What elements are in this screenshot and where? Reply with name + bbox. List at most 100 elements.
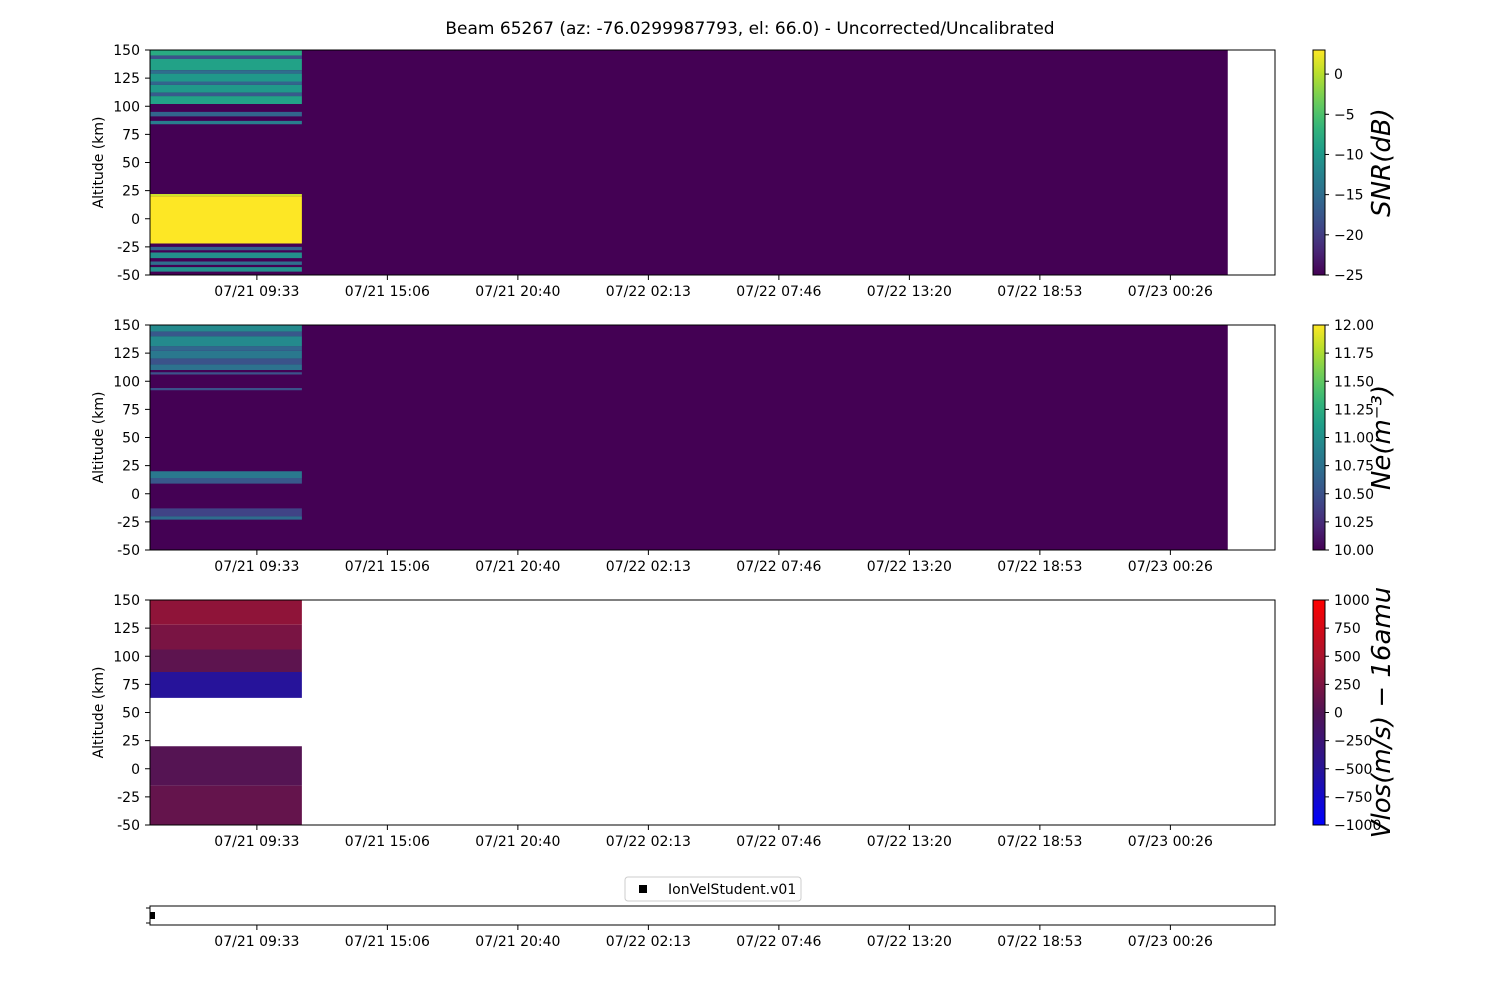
- colorbar-tick-label: −500: [1334, 762, 1372, 778]
- data-band: [150, 194, 302, 197]
- x-tick-label: 07/21 15:06: [345, 934, 430, 950]
- y-tick-label: 75: [122, 677, 140, 693]
- legend-axis-frame: [149, 905, 1276, 926]
- colorbar-tick-label: 10.00: [1334, 543, 1374, 559]
- y-axis-label: Altitude (km): [91, 117, 107, 209]
- data-band: [150, 92, 302, 97]
- x-tick-label: 07/23 00:26: [1128, 559, 1213, 575]
- data-band: [150, 516, 302, 520]
- x-tick-label: 07/22 02:13: [606, 834, 691, 850]
- y-tick-label: 150: [113, 43, 140, 59]
- data-band: [150, 267, 302, 272]
- colorbar: [1312, 324, 1326, 551]
- x-tick-label: 07/21 15:06: [345, 284, 430, 300]
- y-tick-label: 50: [122, 706, 140, 722]
- figure-title: Beam 65267 (az: -76.0299987793, el: 66.0…: [445, 19, 1054, 39]
- y-tick-label: 0: [131, 212, 140, 228]
- x-tick-label: 07/22 13:20: [867, 934, 952, 950]
- colorbar-tick-label: −250: [1334, 734, 1372, 750]
- legend-panel: 07/21 09:33 07/21 15:06 07/21 20:40 07/22 0…: [146, 876, 1276, 950]
- x-tick-label: 07/22 13:20: [867, 284, 952, 300]
- colorbar-tick-label: 12.00: [1334, 318, 1374, 334]
- data-band: [150, 478, 302, 484]
- y-tick-label: 100: [113, 99, 140, 115]
- data-band: [150, 336, 302, 347]
- colorbar-tick-label: 11.25: [1334, 402, 1374, 418]
- x-tick-label: 07/23 00:26: [1128, 284, 1213, 300]
- y-tick-label: 50: [122, 431, 140, 447]
- colorbar: [1312, 49, 1326, 276]
- colorbar-tick-label: 500: [1334, 649, 1361, 665]
- colorbar-tick-label: 0: [1334, 706, 1343, 722]
- colorbar-tick-label: 1000: [1334, 593, 1370, 609]
- data-band: [150, 246, 302, 251]
- y-tick-label: 100: [113, 649, 140, 665]
- data-band: [150, 73, 302, 82]
- y-tick-label: 50: [122, 156, 140, 172]
- y-tick-label: 25: [122, 734, 140, 750]
- x-tick-label: 07/21 09:33: [214, 559, 299, 575]
- data-band: [150, 471, 302, 478]
- colorbar-tick-label: 0: [1334, 67, 1343, 83]
- data-band: [150, 111, 302, 117]
- x-tick-label: 07/21 15:06: [345, 559, 430, 575]
- x-tick-label: 07/22 07:46: [736, 284, 821, 300]
- y-tick-label: -25: [117, 790, 140, 806]
- y-tick-label: -50: [117, 818, 140, 834]
- data-band: [150, 624, 302, 650]
- data-band: [150, 649, 302, 672]
- y-tick-label: 25: [122, 459, 140, 475]
- y-tick-label: -25: [117, 515, 140, 531]
- colorbar-label: Ne(m⁻³): [1367, 385, 1397, 490]
- y-tick-label: -25: [117, 240, 140, 256]
- colorbar-tick-label: −25: [1334, 268, 1364, 284]
- x-tick-label: 07/22 07:46: [736, 559, 821, 575]
- x-tick-label: 07/22 07:46: [736, 934, 821, 950]
- y-axis-label: Altitude (km): [91, 392, 107, 484]
- data-band: [150, 120, 302, 125]
- data-band: [150, 785, 302, 825]
- x-tick-label: 07/22 02:13: [606, 559, 691, 575]
- x-tick-label: 07/22 18:53: [997, 284, 1082, 300]
- legend-entry-label: IonVelStudent.v01: [668, 882, 796, 898]
- x-tick-label: 07/21 15:06: [345, 834, 430, 850]
- panels-group: 150 125 100 75 50 25 0 -25 -50 Altitude (km) 07/21…: [91, 43, 1397, 850]
- data-band: [150, 672, 302, 698]
- data-band: [150, 81, 302, 85]
- x-tick-label: 07/21 20:40: [475, 834, 560, 850]
- colorbar: [1312, 599, 1326, 826]
- colorbar-tick-label: −1000: [1334, 818, 1381, 834]
- y-tick-label: 150: [113, 593, 140, 609]
- x-tick-label: 07/22 18:53: [997, 834, 1082, 850]
- panel-ne: 150 125 100 75 50 25 0 -25 -50 Altitude (km) 07/21…: [91, 318, 1397, 575]
- colorbar-tick-label: −15: [1334, 188, 1364, 204]
- x-tick-label: 07/21 20:40: [475, 284, 560, 300]
- data-band: [150, 600, 302, 625]
- data-band: [150, 388, 302, 391]
- panel-snr: 150 125 100 75 50 25 0 -25 -50 Altitude (km) 07/21…: [91, 43, 1397, 300]
- y-tick-label: 150: [113, 318, 140, 334]
- colorbar-tick-label: 11.50: [1334, 374, 1374, 390]
- y-tick-label: 125: [113, 621, 140, 637]
- x-tick-label: 07/21 20:40: [475, 559, 560, 575]
- y-axis-label: Altitude (km): [91, 667, 107, 759]
- x-tick-label: 07/21 20:40: [475, 934, 560, 950]
- y-tick-label: -50: [117, 268, 140, 284]
- colorbar-tick-label: 11.75: [1334, 346, 1374, 362]
- data-band: [150, 84, 302, 93]
- data-background: [150, 325, 1228, 550]
- colorbar-tick-label: −20: [1334, 228, 1364, 244]
- data-band: [150, 261, 302, 265]
- colorbar-tick-label: −5: [1334, 107, 1355, 123]
- legend-box: [624, 876, 802, 902]
- y-tick-label: 125: [113, 346, 140, 362]
- colorbar-tick-label: 10.25: [1334, 515, 1374, 531]
- y-tick-label: 75: [122, 402, 140, 418]
- y-tick-label: -50: [117, 543, 140, 559]
- y-tick-label: 125: [113, 71, 140, 87]
- data-band: [150, 196, 302, 244]
- x-tick-label: 07/22 13:20: [867, 834, 952, 850]
- y-tick-label: 25: [122, 184, 140, 200]
- data-band: [150, 372, 302, 375]
